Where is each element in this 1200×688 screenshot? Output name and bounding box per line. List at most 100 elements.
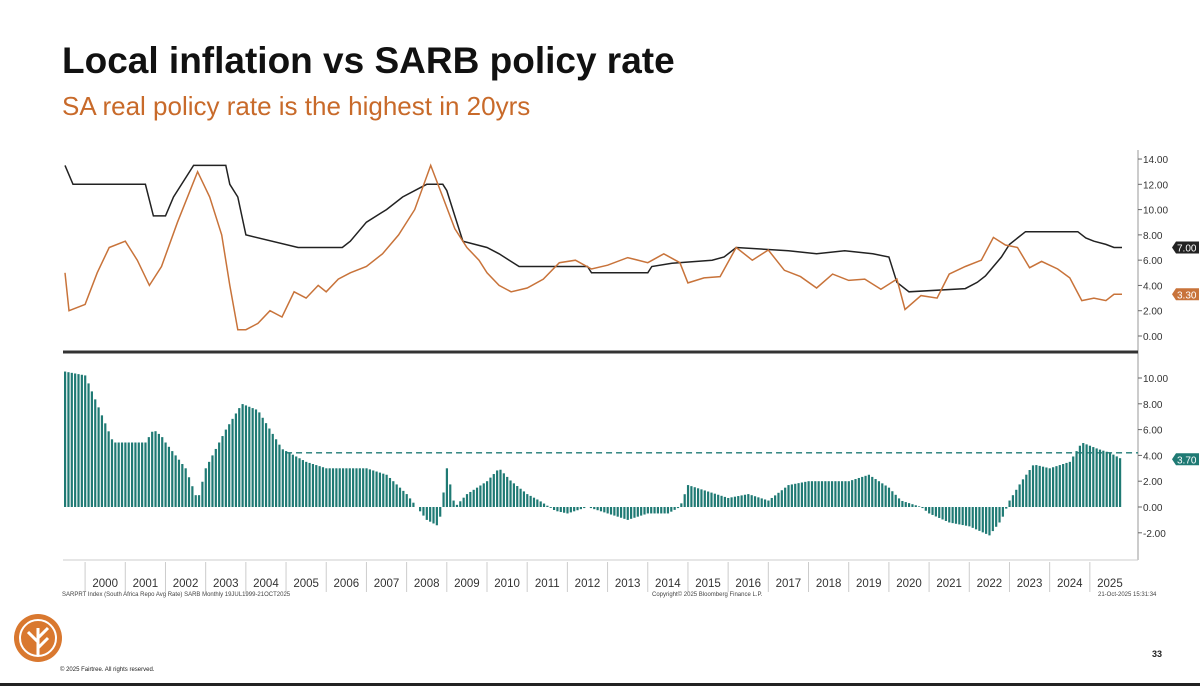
real-rate-bar — [492, 474, 495, 507]
real-rate-bar — [820, 481, 824, 507]
real-rate-bar — [295, 456, 298, 507]
copyright: © 2025 Fairtree. All rights reserved. — [60, 667, 155, 673]
real-rate-bar — [375, 471, 378, 507]
inflation-last-value-label: 3.30 — [1177, 290, 1197, 301]
real-rate-bar — [727, 497, 730, 507]
real-rate-bar — [753, 496, 757, 507]
x-tick-label: 2000 — [92, 578, 118, 590]
real-rate-bar — [1068, 461, 1071, 507]
real-rate-bar — [720, 495, 723, 507]
real-rate-bar — [1075, 451, 1078, 507]
x-tick-label: 2001 — [133, 578, 159, 590]
real-rate-bar — [800, 482, 804, 507]
real-rate-bar — [187, 477, 191, 507]
real-rate-bar — [1035, 465, 1038, 507]
real-rate-bar — [951, 507, 954, 524]
real-rate-bar — [338, 468, 341, 507]
real-rate-bar — [1005, 507, 1008, 509]
real-rate-bar — [114, 442, 117, 507]
x-tick-label: 2025 — [1097, 578, 1123, 590]
real-rate-bar — [1112, 454, 1115, 507]
real-rate-bar — [1058, 465, 1061, 507]
real-rate-bar — [311, 464, 315, 507]
real-rate-bar — [851, 480, 854, 507]
real-rate-bar — [995, 507, 998, 527]
real-rate-bar — [686, 485, 690, 507]
real-rate-bar — [877, 481, 881, 507]
real-rate-bar — [743, 494, 747, 507]
real-rate-bar — [552, 507, 556, 511]
real-rate-bar — [519, 488, 522, 507]
real-rate-bar — [630, 507, 633, 519]
real-rate-bar — [1078, 445, 1082, 507]
real-rate-bar — [717, 494, 720, 507]
x-tick-label: 2011 — [535, 578, 560, 590]
real-rate-bar — [154, 431, 157, 507]
real-rate-bar — [693, 487, 696, 507]
real-rate-bar — [261, 417, 264, 507]
real-rate-bar — [248, 406, 251, 507]
real-rate-bar — [914, 505, 917, 507]
y-tick-label: 14.00 — [1143, 155, 1168, 166]
real-rate-bar — [1115, 456, 1118, 507]
real-rate-bar — [177, 459, 181, 507]
x-tick-label: 2017 — [776, 578, 802, 590]
real-rate-bar — [157, 433, 160, 507]
y-tick-label: -2.00 — [1143, 529, 1166, 540]
real-rate-bar — [234, 413, 238, 507]
real-rate-bar — [626, 507, 629, 520]
real-rate-bar — [780, 490, 783, 507]
real-rate-bar — [696, 488, 700, 507]
real-rate-bar — [646, 507, 649, 514]
real-rate-bar — [496, 470, 499, 507]
real-rate-bar — [864, 475, 867, 507]
real-rate-bar — [931, 507, 934, 515]
real-rate-bar — [1072, 456, 1075, 507]
real-rate-bar — [660, 507, 663, 514]
real-rate-bar — [345, 468, 348, 507]
real-rate-bar — [918, 506, 921, 507]
real-rate-bar — [763, 499, 767, 507]
real-rate-bar — [934, 507, 937, 517]
real-rate-bar — [616, 507, 619, 517]
real-rate-bar — [120, 442, 124, 507]
real-rate-bar — [268, 428, 271, 507]
real-rate-bar — [479, 485, 482, 507]
real-rate-bar — [341, 468, 345, 507]
x-tick-label: 2009 — [454, 578, 480, 590]
real-rate-bar — [861, 476, 864, 507]
real-rate-bar — [583, 507, 586, 509]
real-rate-bar — [750, 495, 753, 507]
slide-subtitle: SA real policy rate is the highest in 20… — [62, 91, 531, 121]
real-rate-bar — [201, 481, 204, 507]
real-rate-bar — [904, 502, 907, 507]
real-rate-bar — [790, 484, 793, 507]
real-rate-bar — [924, 507, 927, 511]
real-rate-bar — [730, 497, 733, 507]
real-rate-bar — [372, 470, 375, 507]
real-rate-bar — [573, 507, 576, 512]
real-rate-bar — [921, 507, 924, 509]
real-rate-bar — [1028, 470, 1031, 507]
real-rate-bar — [506, 476, 509, 507]
slide-title: Local inflation vs SARB policy rate — [62, 40, 675, 81]
real-rate-bar — [402, 490, 405, 507]
real-rate-bar — [1055, 466, 1058, 507]
real-rate-bar — [998, 507, 1001, 523]
real-rate-bar — [824, 481, 827, 507]
real-rate-bar — [208, 461, 211, 507]
real-rate-bar — [1095, 448, 1098, 507]
real-rate-bar — [794, 483, 797, 507]
real-last-value-badge — [1172, 453, 1199, 466]
inflation-last-value-badge — [1172, 288, 1199, 301]
real-rate-bar — [1008, 500, 1011, 507]
real-rate-bar — [127, 442, 130, 507]
real-rate-bar — [556, 507, 559, 512]
y-tick-label: 8.00 — [1143, 231, 1163, 242]
real-rate-bar — [1065, 462, 1068, 507]
x-tick-label: 2022 — [977, 578, 1003, 590]
real-rate-bar — [613, 507, 616, 516]
real-rate-bar — [911, 504, 914, 507]
real-rate-bar — [1041, 466, 1045, 507]
